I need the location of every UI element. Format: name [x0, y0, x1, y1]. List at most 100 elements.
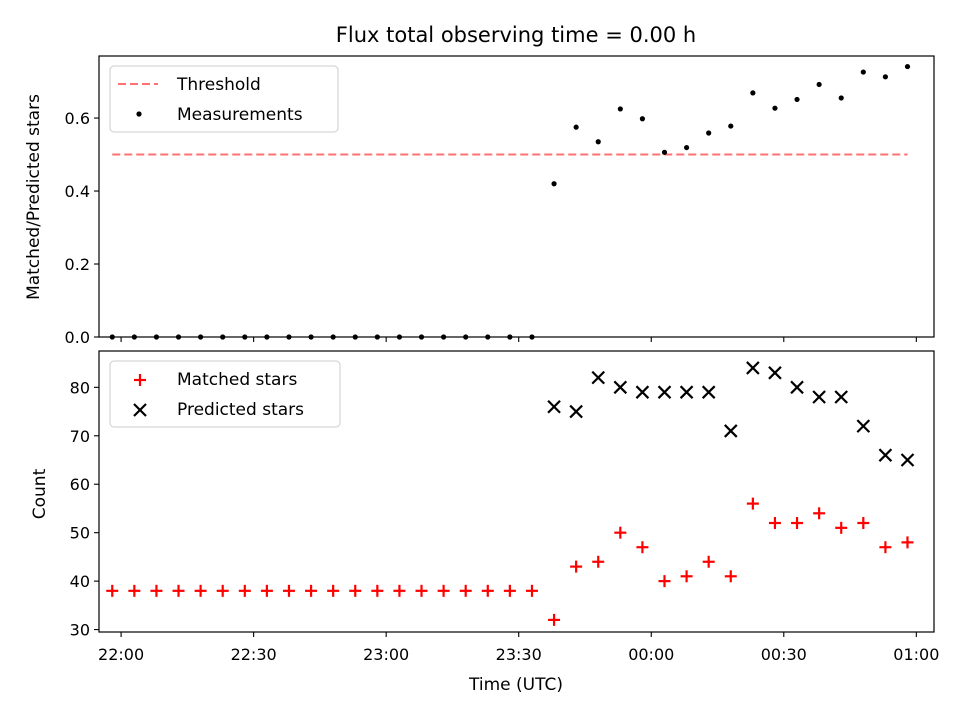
y-tick-label: 0.4: [65, 182, 90, 201]
y-tick-label: 0.2: [65, 255, 90, 274]
count-legend: Matched stars Predicted stars: [109, 360, 341, 428]
count-x-axis-label: Time (UTC): [468, 675, 563, 695]
matched-stars-point: [415, 584, 428, 597]
count-x-ticks: 22:00 22:30 23:00 23:30 00:00 00:30 01:00: [98, 632, 939, 664]
matched-stars-point: [459, 584, 472, 597]
count-y-axis-label: Count: [30, 468, 50, 519]
matched-stars-point: [548, 613, 561, 626]
measurement-point: [706, 130, 712, 136]
predicted-stars-point: [657, 385, 672, 399]
predicted-stars-point: [679, 385, 694, 399]
matched-stars-point: [658, 575, 671, 588]
count-marks: [106, 361, 915, 626]
measurement-point: [860, 69, 866, 75]
matched-stars-point: [282, 584, 295, 597]
measurement-point: [661, 149, 668, 155]
matched-stars-point: [791, 516, 804, 529]
matched-stars-point: [503, 584, 516, 597]
matched-stars-point: [216, 584, 229, 597]
predicted-stars-point: [834, 390, 849, 404]
matched-stars-point: [393, 584, 406, 597]
matched-stars-point: [879, 541, 892, 554]
measurement-point: [772, 105, 778, 111]
x-tick-label: 23:30: [496, 645, 542, 664]
matched-stars-point: [702, 555, 715, 568]
matched-stars-point: [680, 570, 693, 583]
count-panel: Count Time (UTC) 30 40 50 60 70 80 22:00 22:30…: [30, 350, 939, 695]
predicted-stars-point: [790, 380, 804, 395]
y-tick-label: 80: [70, 378, 90, 397]
measurement-point: [838, 95, 844, 101]
predicted-stars-point: [613, 380, 628, 395]
matched-stars-point: [481, 584, 494, 597]
matched-stars-point: [238, 584, 251, 597]
count-plot-frame: [98, 350, 935, 633]
x-tick-label: 01:00: [893, 645, 939, 664]
matched-stars-point: [813, 507, 826, 520]
measurement-point: [794, 96, 800, 103]
count-legend-box: [109, 360, 341, 428]
y-tick-label: 0.0: [65, 328, 90, 347]
x-tick-label: 00:00: [628, 645, 674, 664]
count-y-ticks: 30 40 50 60 70 80: [70, 378, 99, 640]
matched-stars-point: [260, 584, 273, 597]
measurement-point: [551, 181, 557, 187]
x-tick-label: 22:30: [231, 645, 277, 664]
matched-stars-point: [768, 516, 781, 529]
ratio-plot-frame: [98, 55, 935, 338]
predicted-stars-point: [746, 361, 760, 375]
matched-stars-point: [525, 584, 538, 597]
y-tick-label: 40: [70, 572, 90, 591]
matched-stars-point: [349, 584, 362, 597]
ratio-panel: Matched/Predicted stars 0.0 0.2 0.4 0.6 Thr…: [24, 55, 935, 347]
chart-title: Flux total observing time = 0.00 h: [336, 23, 696, 47]
matched-stars-point: [128, 584, 141, 597]
matched-stars-point: [857, 516, 870, 529]
measurement-point: [882, 74, 889, 80]
y-tick-label: 70: [70, 427, 90, 446]
legend-predicted-x-icon: [133, 403, 147, 417]
matched-stars-point: [636, 541, 649, 554]
y-tick-label: 0.6: [65, 109, 90, 128]
predicted-stars-point: [856, 419, 871, 433]
predicted-stars-point: [723, 424, 738, 438]
matched-stars-point: [150, 584, 163, 597]
matched-stars-point: [592, 555, 605, 568]
matched-stars-point: [305, 584, 318, 597]
measurement-point: [816, 81, 822, 88]
matched-stars-point: [437, 584, 450, 597]
predicted-stars-point: [701, 385, 716, 399]
legend-measurements-dot-icon: [136, 111, 142, 117]
x-tick-label: 00:30: [761, 645, 807, 664]
predicted-stars-point: [878, 448, 893, 462]
y-tick-label: 50: [70, 524, 90, 543]
matched-stars-point: [614, 526, 627, 539]
matched-stars-point: [570, 560, 583, 573]
y-tick-label: 30: [70, 621, 90, 640]
measurement-point: [639, 116, 646, 122]
ratio-legend-box: [109, 65, 339, 133]
legend-measurements-label: Measurements: [177, 105, 303, 125]
measurement-point: [573, 124, 579, 130]
measurement-point: [750, 90, 756, 96]
legend-matched-label: Matched stars: [177, 370, 297, 390]
measurement-point: [904, 63, 911, 70]
matched-stars-point: [901, 536, 914, 549]
measurement-point: [617, 106, 623, 112]
legend-threshold-label: Threshold: [176, 75, 261, 95]
matched-stars-point: [194, 584, 207, 597]
predicted-stars-point: [812, 390, 826, 404]
x-tick-label: 22:00: [98, 645, 144, 664]
ratio-y-axis-label: Matched/Predicted stars: [24, 94, 44, 300]
ratio-x-ticks: [120, 337, 917, 342]
y-tick-label: 60: [70, 475, 90, 494]
predicted-stars-point: [569, 404, 583, 419]
measurement-point: [595, 139, 601, 145]
matched-stars-point: [371, 584, 384, 597]
legend-matched-plus-icon: [134, 374, 146, 386]
predicted-stars-point: [768, 366, 782, 380]
matched-stars-point: [327, 584, 340, 597]
legend-predicted-label: Predicted stars: [177, 400, 304, 420]
ratio-legend: Threshold Measurements: [109, 65, 339, 133]
